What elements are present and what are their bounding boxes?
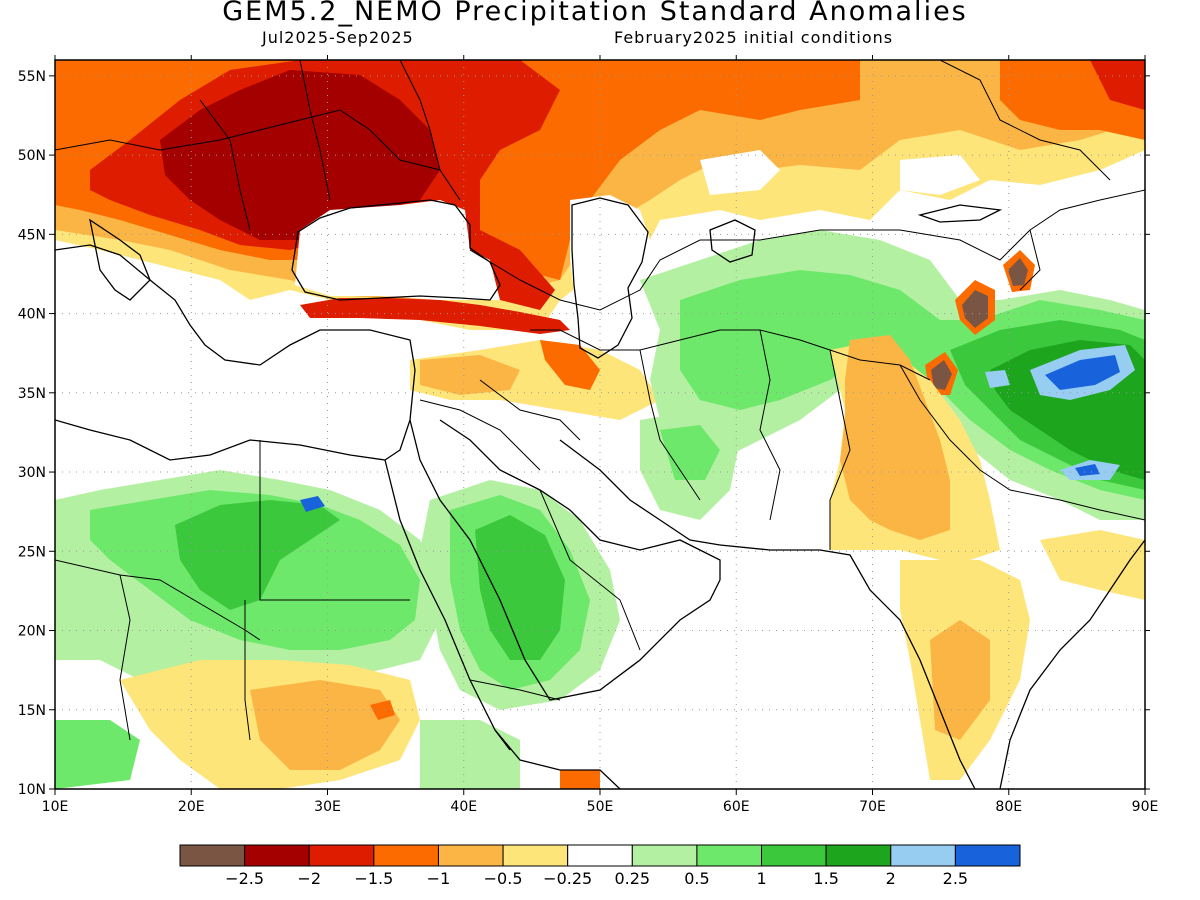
y-tick-label: 35N bbox=[18, 386, 46, 402]
wet-tibet-blue-2 bbox=[1075, 464, 1100, 476]
color-scale-legend: −2.5 −2 −1.5 −1 −0.5 −0.25 0.25 0.5 1 1.5 2 2.5 bbox=[179, 844, 1021, 888]
legend-swatch bbox=[825, 844, 892, 867]
initial-conditions: February2025 initial conditions bbox=[614, 28, 894, 47]
dry-tienshan-brown-2 bbox=[1008, 258, 1028, 286]
coastlines bbox=[55, 197, 1145, 789]
x-tick-label: 50E bbox=[587, 799, 614, 815]
legend-swatch bbox=[308, 844, 375, 867]
anomaly-field bbox=[55, 60, 1145, 789]
dry-yemen bbox=[560, 770, 600, 789]
legend-swatch bbox=[761, 844, 827, 867]
legend-swatch bbox=[244, 844, 310, 867]
latitude-labels: 55N 50N 45N 40N 35N 30N 25N 20N 15N 10N bbox=[18, 69, 46, 798]
black-sea-area bbox=[295, 200, 500, 300]
y-tick-label: 20N bbox=[18, 624, 46, 640]
country-borders bbox=[55, 60, 1145, 741]
white-gap-kazakh bbox=[700, 150, 780, 195]
dry-region-turkey-strip bbox=[300, 298, 570, 334]
legend-label: 1 bbox=[756, 869, 766, 888]
legend-label: −1 bbox=[427, 869, 451, 888]
white-gap-kazakh-2 bbox=[900, 155, 980, 195]
legend-label: 0.5 bbox=[684, 869, 709, 888]
legend-swatch bbox=[373, 844, 439, 867]
legend-swatch bbox=[954, 844, 1021, 867]
legend-swatch bbox=[890, 844, 956, 867]
dry-bay-bengal bbox=[1040, 530, 1145, 600]
y-tick-label: 25N bbox=[18, 544, 46, 560]
legend-swatch bbox=[437, 844, 504, 867]
x-tick-label: 80E bbox=[995, 799, 1022, 815]
legend-swatch bbox=[696, 844, 763, 867]
dry-tienshan-brown bbox=[962, 290, 988, 328]
legend-label: 1.5 bbox=[813, 869, 838, 888]
dry-patch-iraq-orange bbox=[420, 355, 520, 395]
legend-label: 2 bbox=[886, 869, 896, 888]
dry-patch-iran bbox=[540, 340, 600, 390]
legend-label: 0.25 bbox=[614, 869, 650, 888]
map-title: GEM5.2_NEMO Precipitation Standard Anoma… bbox=[222, 0, 968, 27]
forecast-period: Jul2025-Sep2025 bbox=[262, 28, 414, 47]
wet-africa-strong bbox=[175, 500, 340, 610]
x-tick-label: 20E bbox=[178, 799, 205, 815]
y-tick-label: 30N bbox=[18, 465, 46, 481]
y-tick-label: 10N bbox=[18, 782, 46, 798]
legend-swatch bbox=[179, 844, 246, 867]
legend-label: −0.25 bbox=[543, 869, 592, 888]
legend-label: 2.5 bbox=[943, 869, 968, 888]
legend-label: −1.5 bbox=[354, 869, 393, 888]
legend-swatch bbox=[502, 844, 569, 867]
dry-pakistan-orange bbox=[840, 335, 950, 540]
x-tick-label: 60E bbox=[723, 799, 750, 815]
legend-swatch bbox=[567, 844, 633, 867]
axis-ticks bbox=[49, 55, 1150, 795]
map-gridlines bbox=[55, 60, 1145, 789]
wet-iran-green bbox=[660, 425, 720, 480]
x-tick-label: 30E bbox=[314, 799, 341, 815]
y-tick-label: 15N bbox=[18, 703, 46, 719]
wet-africa-blue bbox=[300, 496, 325, 512]
dry-sahel-deep bbox=[370, 700, 395, 720]
x-tick-label: 10E bbox=[42, 799, 69, 815]
wet-tibet-blue bbox=[1045, 355, 1120, 390]
longitude-labels: 10E 20E 30E 40E 50E 60E 70E 80E 90E bbox=[42, 799, 1159, 815]
x-tick-label: 90E bbox=[1132, 799, 1159, 815]
legend-label: −2 bbox=[297, 869, 321, 888]
y-tick-label: 45N bbox=[18, 227, 46, 243]
dry-sahel-orange bbox=[250, 680, 400, 770]
legend-label: −0.5 bbox=[484, 869, 523, 888]
legend-label: −2.5 bbox=[225, 869, 264, 888]
caspian-area bbox=[570, 195, 650, 355]
wet-arabia-strong bbox=[475, 515, 565, 660]
dry-region-far-east-red bbox=[1090, 60, 1145, 110]
dry-karakoram-brown bbox=[931, 360, 952, 390]
wet-africa-south bbox=[55, 720, 140, 789]
legend-swatch bbox=[631, 844, 698, 867]
y-tick-label: 50N bbox=[18, 148, 46, 164]
wet-tibet-lightblue-3 bbox=[985, 370, 1010, 388]
x-tick-label: 40E bbox=[450, 799, 477, 815]
wet-ethiopia bbox=[420, 720, 520, 789]
y-tick-label: 55N bbox=[18, 69, 46, 85]
y-tick-label: 40N bbox=[18, 307, 46, 323]
x-tick-label: 70E bbox=[859, 799, 886, 815]
